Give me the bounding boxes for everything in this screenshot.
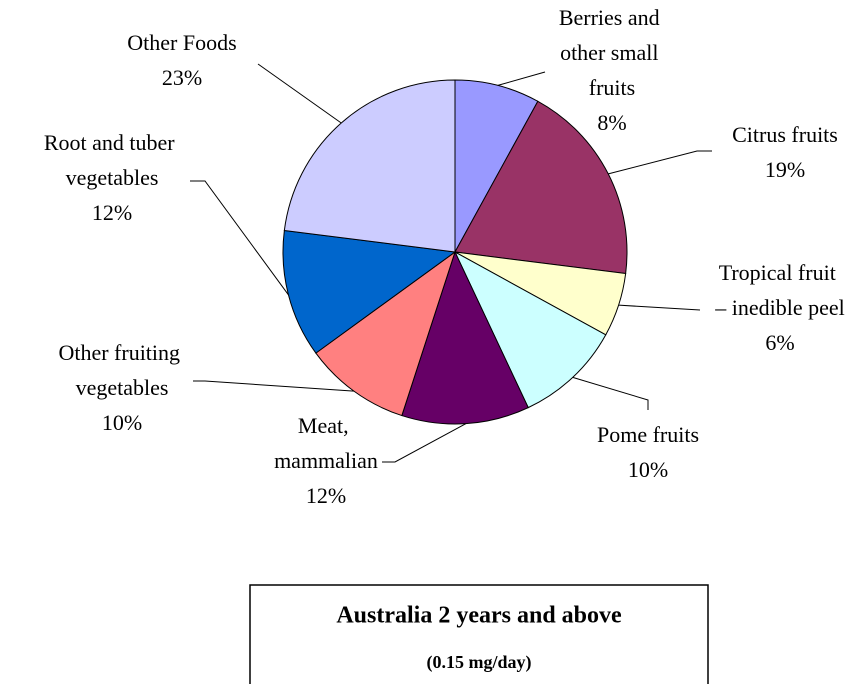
- category-label: Root and tuber vegetables: [44, 130, 180, 190]
- leader-line: [608, 150, 712, 175]
- pie-slice: [283, 79, 456, 253]
- chart-subtitle: (0.15 mg/day): [427, 652, 532, 673]
- slice-label: Other fruiting vegetables 10%: [58, 340, 185, 435]
- leader-line: [257, 63, 342, 124]
- slice-label: Citrus fruits 19%: [732, 122, 838, 182]
- value-label: 19%: [765, 157, 805, 182]
- leader-line: [618, 304, 701, 311]
- slice-label: Berries and other small fruits 8%: [559, 5, 665, 135]
- value-label: 12%: [306, 483, 346, 508]
- category-label: Other fruiting vegetables: [58, 340, 185, 400]
- category-label: Citrus fruits: [732, 122, 838, 147]
- value-label: 10%: [102, 410, 142, 435]
- slice-label: Tropical fruit – inedible peel 6%: [714, 260, 845, 355]
- pie-slice: [454, 100, 628, 275]
- slice-label: Meat, mammalian 12%: [274, 413, 378, 508]
- category-label: Berries and other small fruits: [559, 5, 665, 100]
- category-label: Tropical fruit – inedible peel: [714, 260, 845, 320]
- category-label: Meat, mammalian: [274, 413, 378, 473]
- slice-label: Other Foods 23%: [127, 30, 236, 90]
- leader-line: [497, 71, 546, 86]
- leader-line: [190, 180, 289, 296]
- leader-line: [572, 376, 649, 410]
- slice-label: Pome fruits 10%: [597, 422, 699, 482]
- category-label: Pome fruits: [597, 422, 699, 447]
- value-label: 10%: [628, 457, 668, 482]
- value-label: 8%: [597, 110, 626, 135]
- pie-slice: [282, 229, 457, 354]
- title-box: [249, 584, 709, 684]
- leader-line: [193, 380, 354, 392]
- chart-title: Australia 2 years and above: [336, 603, 622, 629]
- value-label: 6%: [765, 330, 794, 355]
- category-label: Other Foods: [127, 30, 236, 55]
- value-label: 23%: [162, 65, 202, 90]
- leader-line: [382, 423, 467, 463]
- slice-label: Root and tuber vegetables 12%: [44, 130, 180, 225]
- value-label: 12%: [92, 200, 132, 225]
